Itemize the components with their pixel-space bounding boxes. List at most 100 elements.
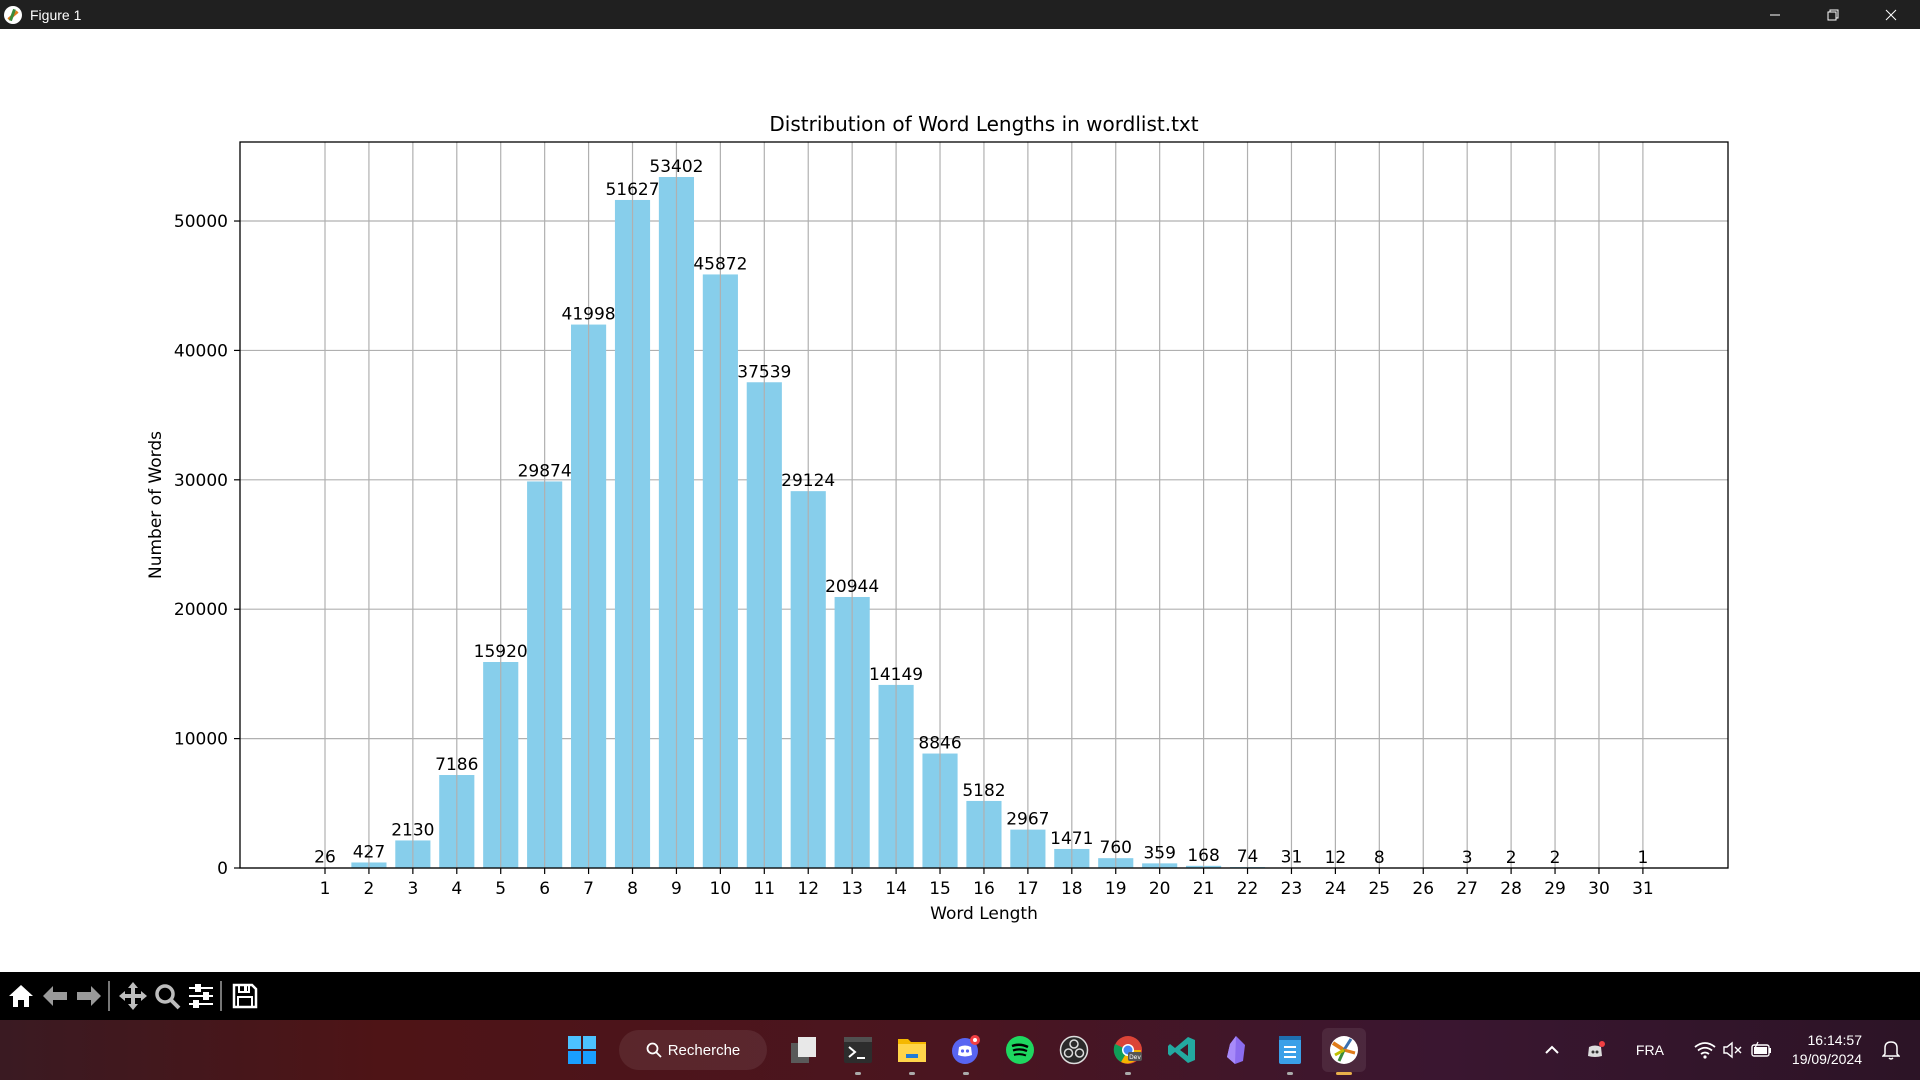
- bar-data-labels: 26 427 2130 7186 15920 29874 41998 51627 53402 45…: [314, 157, 1648, 868]
- taskbar-terminal[interactable]: [836, 1028, 880, 1075]
- x-tick-label: 1: [320, 879, 331, 899]
- notifications-button[interactable]: [1882, 1040, 1900, 1060]
- taskbar-search[interactable]: Recherche: [619, 1030, 767, 1070]
- battery-charging-icon: [1751, 1041, 1771, 1057]
- x-tick-label: 22: [1237, 879, 1259, 899]
- bar-value-label: 31: [1281, 848, 1303, 868]
- configure-subplots-button[interactable]: [186, 979, 216, 1013]
- running-indicator: [1287, 1072, 1293, 1075]
- bar-value-label: 2967: [1006, 810, 1049, 830]
- matplotlib-icon: [1330, 1036, 1358, 1064]
- vscode-icon: [1168, 1037, 1195, 1063]
- bar-value-label: 1: [1637, 848, 1648, 868]
- taskbar-notepad[interactable]: [1268, 1028, 1312, 1075]
- taskbar-matplotlib-figure[interactable]: [1322, 1028, 1366, 1075]
- windows-start-icon: [568, 1036, 596, 1064]
- bar-value-label: 8: [1374, 848, 1385, 868]
- window-titlebar: Figure 1: [0, 0, 1920, 29]
- bar-value-label: 20944: [825, 577, 879, 597]
- arrow-left-icon: [43, 986, 67, 1006]
- notepad-icon: [1279, 1036, 1301, 1064]
- arrow-right-icon: [77, 986, 101, 1006]
- x-tick-label: 29: [1544, 879, 1566, 899]
- x-tick-label: 23: [1281, 879, 1303, 899]
- x-tick-label: 3: [407, 879, 418, 899]
- windows-taskbar: Recherche Dev: [0, 1020, 1920, 1080]
- bar-value-label: 74: [1237, 847, 1259, 867]
- taskbar-file-explorer[interactable]: [890, 1028, 934, 1075]
- x-tick-label: 25: [1368, 879, 1390, 899]
- taskbar-vscode[interactable]: [1160, 1028, 1204, 1072]
- x-tick-label: 4: [451, 879, 462, 899]
- bar-value-label: 29124: [781, 471, 835, 491]
- tray-discord[interactable]: [1586, 1041, 1606, 1059]
- x-tick-label: 26: [1412, 879, 1434, 899]
- bar-value-label: 7186: [435, 755, 478, 775]
- taskbar-discord[interactable]: [944, 1028, 988, 1075]
- figure-canvas[interactable]: 0 10000 20000 30000 40000 50000 1 2 3 4 5 6 7 8 9 10 11 1…: [0, 29, 1920, 972]
- chart-title: Distribution of Word Lengths in wordlist…: [769, 112, 1198, 136]
- running-indicator: [909, 1072, 915, 1075]
- vertical-grid-lines: [324, 142, 1644, 868]
- active-indicator: [1336, 1072, 1352, 1075]
- clock[interactable]: 16:14:57 19/09/2024: [1792, 1031, 1862, 1069]
- bar-value-label: 3: [1462, 848, 1473, 868]
- discord-tray-icon: [1587, 1041, 1605, 1057]
- taskbar-apps: Recherche Dev: [555, 1026, 1371, 1075]
- x-tick-label: 2: [364, 879, 375, 899]
- bar-value-label: 2: [1506, 848, 1517, 868]
- x-tick-label: 8: [627, 879, 638, 899]
- svg-text:Dev: Dev: [1129, 1054, 1141, 1061]
- save-button[interactable]: [230, 979, 260, 1013]
- task-view-button[interactable]: [782, 1028, 826, 1072]
- y-tick-label: 30000: [174, 471, 228, 491]
- bar-value-label: 1471: [1050, 829, 1093, 849]
- zoom-button[interactable]: [152, 979, 182, 1013]
- bar-value-label: 53402: [649, 157, 703, 177]
- forward-button[interactable]: [74, 979, 104, 1013]
- bar-value-label: 2: [1550, 848, 1561, 868]
- bar-value-label: 51627: [605, 180, 659, 200]
- start-button[interactable]: [560, 1028, 604, 1072]
- search-icon: [646, 1042, 662, 1058]
- sliders-icon: [189, 984, 213, 1008]
- x-tick-label: 11: [753, 879, 775, 899]
- minimize-button[interactable]: [1746, 0, 1804, 29]
- bar-value-label: 45872: [693, 254, 747, 274]
- task-view-icon: [791, 1037, 816, 1063]
- search-label: Recherche: [667, 1041, 741, 1059]
- y-tick-label: 50000: [174, 212, 228, 232]
- x-tick-label: 27: [1456, 879, 1478, 899]
- clock-time: 16:14:57: [1807, 1032, 1863, 1048]
- x-tick-label: 9: [671, 879, 682, 899]
- close-button[interactable]: [1862, 0, 1920, 29]
- x-tick-label: 20: [1149, 879, 1171, 899]
- home-button[interactable]: [6, 979, 36, 1013]
- pan-button[interactable]: [118, 979, 148, 1013]
- network-volume-battery[interactable]: [1694, 1041, 1774, 1059]
- show-hidden-icons-button[interactable]: [1544, 1045, 1560, 1055]
- bar-value-label: 5182: [962, 781, 1005, 801]
- x-tick-label: 5: [495, 879, 506, 899]
- move-icon: [119, 982, 147, 1010]
- bar-value-label: 37539: [737, 362, 791, 382]
- wifi-icon: [1694, 1042, 1716, 1059]
- x-tick-label: 17: [1017, 879, 1039, 899]
- bar-value-label: 14149: [869, 665, 923, 685]
- bar-value-label: 359: [1143, 843, 1175, 863]
- taskbar-obsidian[interactable]: [1214, 1028, 1258, 1072]
- restore-button[interactable]: [1804, 0, 1862, 29]
- back-button[interactable]: [40, 979, 70, 1013]
- toolbar-separator: [220, 981, 222, 1011]
- x-tick-label: 6: [539, 879, 550, 899]
- x-tick-label: 7: [583, 879, 594, 899]
- x-tick-label: 13: [841, 879, 863, 899]
- x-tick-label: 28: [1500, 879, 1522, 899]
- minimize-icon: [1770, 14, 1780, 15]
- taskbar-chrome-dev[interactable]: Dev: [1106, 1028, 1150, 1075]
- taskbar-spotify[interactable]: [998, 1028, 1042, 1072]
- taskbar-obs[interactable]: [1052, 1028, 1096, 1072]
- x-tick-label: 16: [973, 879, 995, 899]
- language-indicator[interactable]: FRA: [1636, 1042, 1664, 1058]
